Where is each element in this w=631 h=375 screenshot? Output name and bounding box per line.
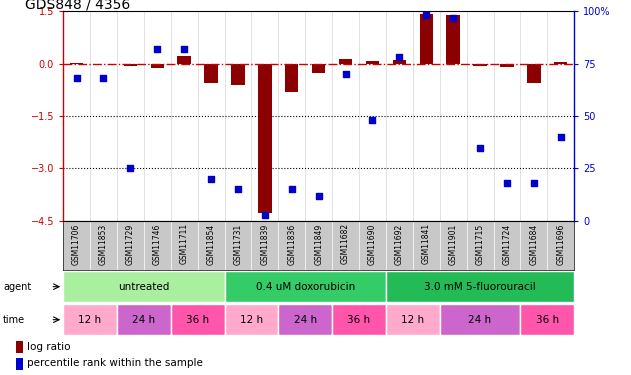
Bar <box>177 56 191 64</box>
Bar <box>332 304 386 335</box>
Bar <box>386 304 440 335</box>
Text: log ratio: log ratio <box>27 342 71 352</box>
Bar <box>392 60 406 64</box>
Bar <box>70 63 83 64</box>
Bar <box>63 304 117 335</box>
Point <box>394 54 404 60</box>
Bar <box>447 15 460 64</box>
Text: percentile rank within the sample: percentile rank within the sample <box>27 358 203 369</box>
Text: GSM11901: GSM11901 <box>449 224 457 265</box>
Text: GSM11706: GSM11706 <box>72 224 81 265</box>
Text: 24 h: 24 h <box>468 315 492 325</box>
Bar <box>63 272 225 302</box>
Point <box>475 144 485 150</box>
Text: GSM11731: GSM11731 <box>233 224 242 265</box>
Text: GSM11853: GSM11853 <box>99 224 108 265</box>
Point <box>206 176 216 182</box>
Bar <box>225 272 386 302</box>
Point <box>422 12 432 18</box>
Text: 36 h: 36 h <box>536 315 559 325</box>
Text: GSM11682: GSM11682 <box>341 224 350 264</box>
Text: 24 h: 24 h <box>293 315 317 325</box>
Point <box>502 180 512 186</box>
Bar <box>16 358 23 370</box>
Point <box>233 186 243 192</box>
Bar <box>473 64 487 66</box>
Text: 12 h: 12 h <box>78 315 102 325</box>
Text: 36 h: 36 h <box>186 315 209 325</box>
Bar <box>420 14 433 64</box>
Bar <box>171 304 225 335</box>
Point <box>341 71 351 77</box>
Text: GSM11841: GSM11841 <box>422 224 431 264</box>
Text: 12 h: 12 h <box>240 315 263 325</box>
Point <box>367 117 377 123</box>
Bar <box>366 61 379 64</box>
Bar <box>258 64 271 213</box>
Bar <box>554 62 567 64</box>
Point <box>179 46 189 52</box>
Text: GSM11836: GSM11836 <box>287 224 296 265</box>
Bar <box>204 64 218 83</box>
Text: agent: agent <box>3 282 32 292</box>
Point <box>98 75 109 81</box>
Bar <box>386 272 574 302</box>
Bar <box>312 64 326 74</box>
Bar <box>339 59 352 64</box>
Point <box>126 165 136 171</box>
Bar <box>151 64 164 68</box>
Bar <box>117 304 171 335</box>
Bar <box>225 304 278 335</box>
Point <box>529 180 539 186</box>
Text: GSM11849: GSM11849 <box>314 224 323 265</box>
Text: 24 h: 24 h <box>133 315 155 325</box>
Point <box>314 193 324 199</box>
Text: 3.0 mM 5-fluorouracil: 3.0 mM 5-fluorouracil <box>424 282 536 292</box>
Bar <box>231 64 245 86</box>
Text: untreated: untreated <box>118 282 170 292</box>
Point <box>260 211 270 217</box>
Text: GSM11839: GSM11839 <box>261 224 269 265</box>
Text: GSM11690: GSM11690 <box>368 224 377 265</box>
Text: GSM11715: GSM11715 <box>476 224 485 265</box>
Text: 0.4 uM doxorubicin: 0.4 uM doxorubicin <box>256 282 355 292</box>
Point <box>448 15 458 21</box>
Text: GDS848 / 4356: GDS848 / 4356 <box>25 0 131 11</box>
Bar <box>16 341 23 352</box>
Text: 12 h: 12 h <box>401 315 425 325</box>
Text: GSM11696: GSM11696 <box>557 224 565 265</box>
Text: GSM11854: GSM11854 <box>206 224 216 265</box>
Text: GSM11746: GSM11746 <box>153 224 162 265</box>
Text: GSM11729: GSM11729 <box>126 224 135 265</box>
Bar <box>278 304 332 335</box>
Text: GSM11684: GSM11684 <box>529 224 538 265</box>
Bar <box>285 64 298 92</box>
Point <box>556 134 566 140</box>
Point <box>152 46 162 52</box>
Bar <box>521 304 574 335</box>
Text: GSM11711: GSM11711 <box>180 224 189 264</box>
Bar <box>527 64 541 83</box>
Bar <box>500 64 514 67</box>
Point <box>71 75 81 81</box>
Bar <box>124 64 137 66</box>
Text: time: time <box>3 315 25 325</box>
Text: 36 h: 36 h <box>348 315 370 325</box>
Bar <box>440 304 521 335</box>
Text: GSM11692: GSM11692 <box>395 224 404 265</box>
Text: GSM11724: GSM11724 <box>502 224 512 265</box>
Point <box>286 186 297 192</box>
